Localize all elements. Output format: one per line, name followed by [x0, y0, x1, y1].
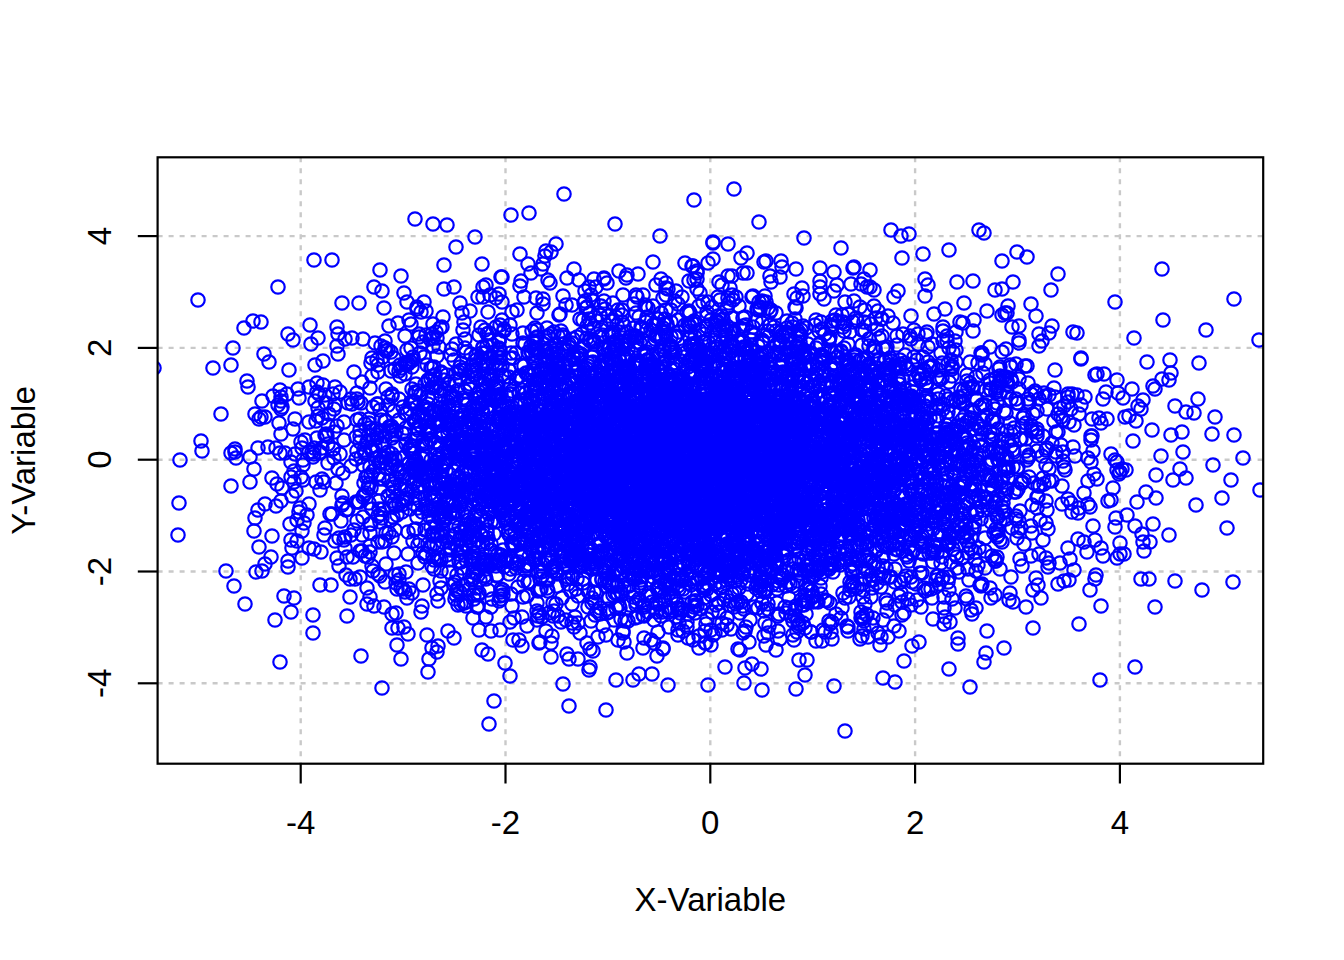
svg-text:4: 4 — [1111, 804, 1129, 841]
svg-text:2: 2 — [906, 804, 924, 841]
svg-text:0: 0 — [701, 804, 719, 841]
svg-text:-2: -2 — [81, 557, 118, 586]
svg-text:4: 4 — [81, 227, 118, 245]
svg-text:Y-Variable: Y-Variable — [5, 386, 42, 535]
svg-text:0: 0 — [81, 451, 118, 469]
svg-text:-4: -4 — [286, 804, 315, 841]
svg-text:2: 2 — [81, 339, 118, 357]
svg-text:-2: -2 — [491, 804, 520, 841]
svg-text:X-Variable: X-Variable — [635, 881, 787, 918]
svg-text:-4: -4 — [81, 669, 118, 698]
